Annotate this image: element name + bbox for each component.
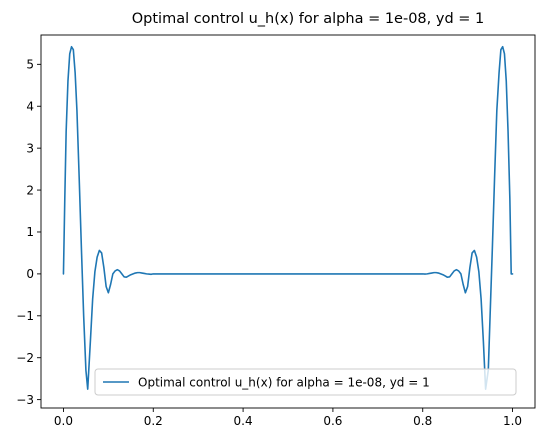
legend-box [94, 368, 517, 396]
y-tick-label: 2 [26, 183, 34, 197]
y-tick-label: 1 [26, 225, 34, 239]
x-tick-label: 0.6 [323, 414, 342, 428]
series-line-0 [62, 45, 514, 390]
y-tick-label: 3 [26, 141, 34, 155]
legend: Optimal control u_h(x) for alpha = 1e-08… [94, 368, 517, 396]
y-tick-label: 5 [26, 58, 34, 72]
y-tick-label: −3 [16, 393, 34, 407]
chart-title: Optimal control u_h(x) for alpha = 1e-08… [132, 11, 485, 27]
y-tick-label: 4 [26, 99, 34, 113]
x-tick-label: 1.0 [503, 414, 522, 428]
x-tick-label: 0.8 [413, 414, 432, 428]
plot-area: 0.0 0.2 0.4 0.6 0.8 1.0 −3 −2 −1 0 1 2 3 4 5 Optimal co… [16, 34, 536, 428]
x-tick-label: 0.4 [234, 414, 253, 428]
legend-label-0: Optimal control u_h(x) for alpha = 1e-08… [138, 375, 430, 389]
x-tick-label: 0.0 [54, 414, 73, 428]
x-tick-label: 0.2 [144, 414, 163, 428]
y-tick-label: 0 [26, 267, 34, 281]
y-tick-label: −1 [16, 309, 34, 323]
axes-frame [40, 34, 536, 409]
y-tick-label: −2 [16, 351, 34, 365]
